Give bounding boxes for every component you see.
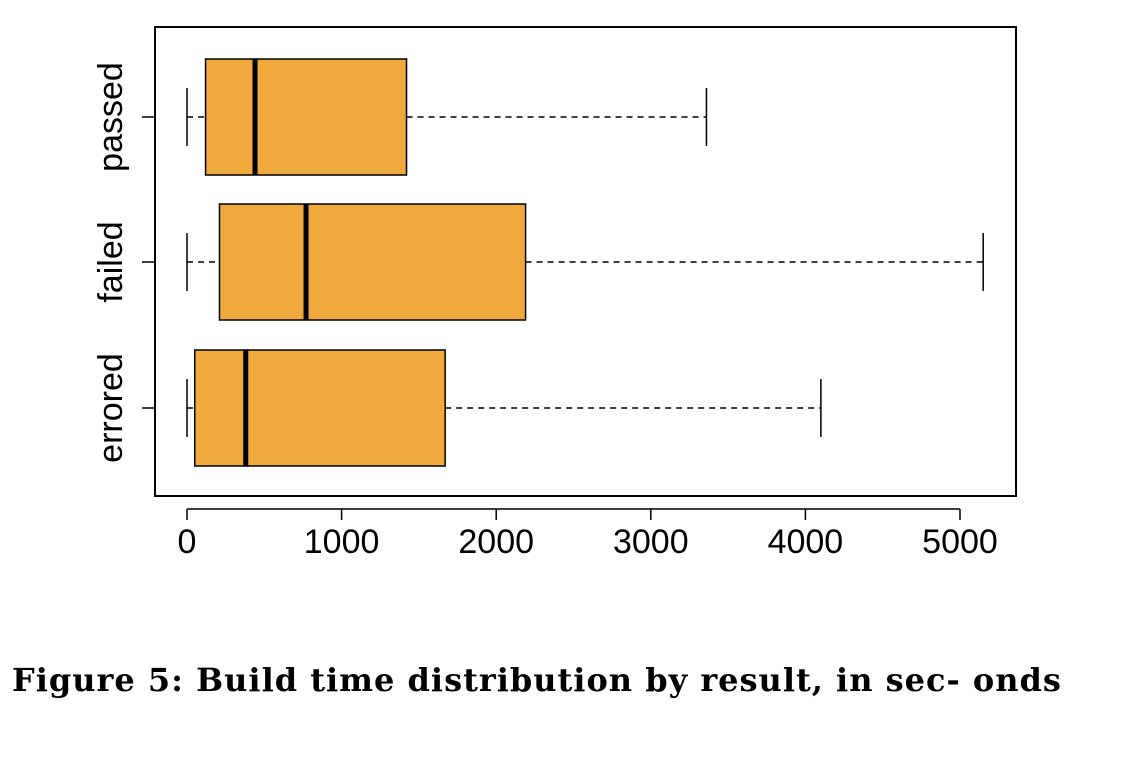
x-tick-label-2000: 2000 <box>458 523 534 561</box>
x-tick-label-3000: 3000 <box>613 523 689 561</box>
x-tick-label-5000: 5000 <box>922 523 998 561</box>
box-passed <box>204 58 408 176</box>
boxplot-chart: 0 1000 2000 3000 4000 5000 errored failed passed <box>92 26 1017 561</box>
x-tick-label-0: 0 <box>178 523 197 561</box>
figure-caption: Figure 5: Build time distribution by res… <box>12 661 1062 699</box>
box-errored <box>193 349 446 467</box>
y-tick-label-failed: failed <box>92 221 130 302</box>
y-tick-label-errored: errored <box>92 353 130 463</box>
x-tick-label-4000: 4000 <box>768 523 844 561</box>
y-tick-label-passed: passed <box>92 62 130 172</box>
x-tick-label-1000: 1000 <box>304 523 380 561</box>
box-failed <box>218 203 527 321</box>
